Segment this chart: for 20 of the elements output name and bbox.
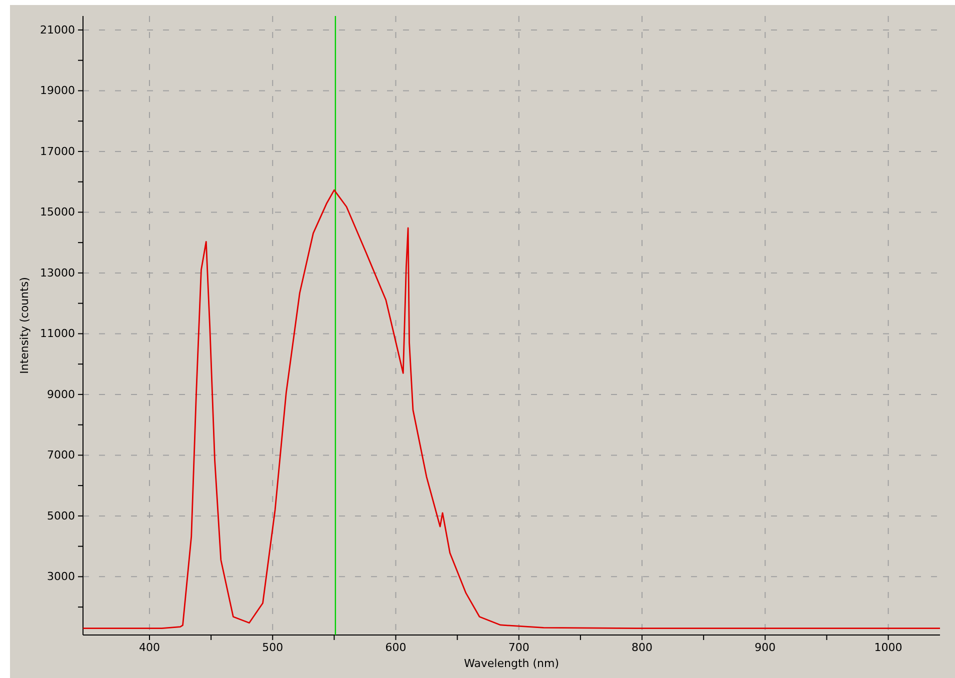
y-tick-label: 3000 [47,570,75,584]
x-tick-label: 900 [754,640,776,654]
y-axis-title: Intensity (counts) [18,277,31,374]
x-tick-label: 600 [385,640,406,654]
y-tick-label: 21000 [40,23,75,36]
x-tick-label: 400 [138,640,160,654]
y-tick-label: 11000 [40,327,75,340]
y-tick-label: 19000 [40,84,75,98]
x-tick-label: 1000 [874,640,902,654]
y-tick-label: 17000 [40,144,75,158]
x-tick-label: 500 [262,640,284,654]
y-tick-label: 15000 [40,206,75,219]
y-tick-label: 5000 [47,509,75,522]
y-tick-label: 13000 [40,266,75,280]
x-tick-label: 800 [632,640,653,654]
x-axis-title: Wavelength (nm) [464,657,560,670]
y-tick-label: 7000 [47,448,75,462]
x-tick-label: 700 [508,640,530,654]
y-tick-label: 9000 [47,388,75,401]
line-series [82,189,941,630]
